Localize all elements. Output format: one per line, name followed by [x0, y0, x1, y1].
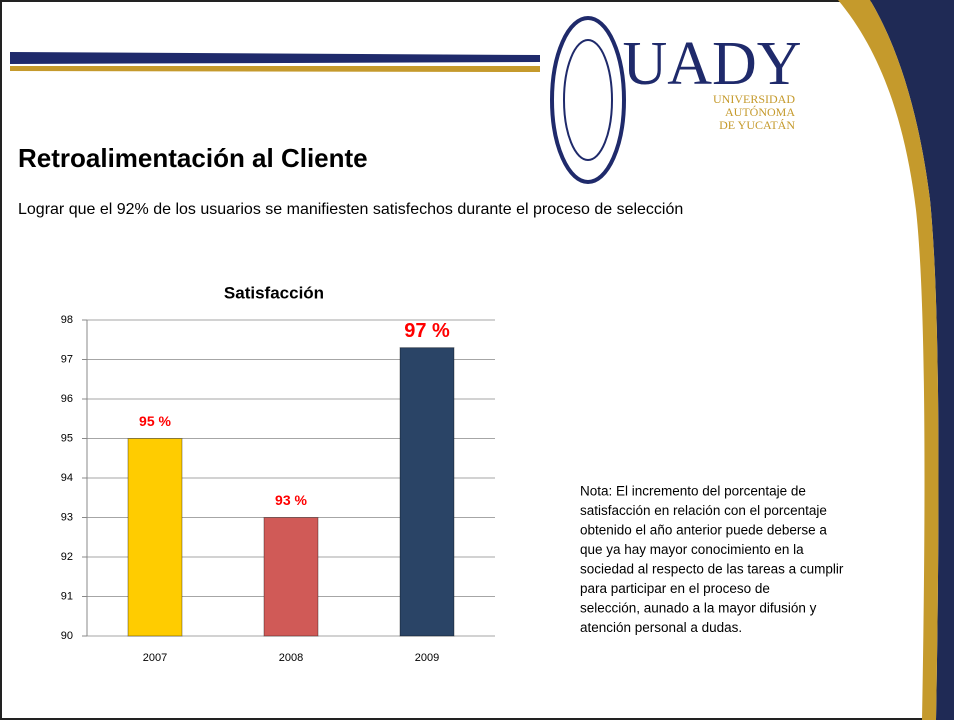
value-label: 97 % [404, 320, 450, 342]
y-tick-label: 97 [61, 353, 73, 365]
y-tick-label: 96 [61, 393, 73, 405]
y-tick-label: 92 [61, 551, 73, 563]
note-line: que ya hay mayor conocimiento en la [580, 542, 804, 557]
x-tick-label: 2007 [143, 652, 167, 664]
y-tick-label: 91 [61, 590, 73, 602]
slide-title: Retroalimentación al Cliente [18, 143, 368, 173]
bar [128, 439, 182, 637]
value-label: 93 % [275, 492, 307, 508]
x-tick-label: 2009 [415, 652, 439, 664]
y-tick-label: 93 [61, 511, 73, 523]
value-label: 95 % [139, 413, 171, 429]
y-tick-label: 90 [61, 630, 73, 642]
note-line: para participar en el proceso de [580, 581, 770, 596]
bar [264, 518, 318, 637]
note-line: satisfacción en relación con el porcenta… [580, 503, 827, 518]
y-tick-label: 98 [61, 314, 73, 326]
logo-subtitle: AUTÓNOMA [725, 105, 795, 119]
logo-name: UADY [622, 30, 801, 98]
logo-subtitle: DE YUCATÁN [719, 118, 795, 132]
y-tick-label: 95 [61, 432, 73, 444]
slide-subtitle: Lograr que el 92% de los usuarios se man… [18, 201, 683, 218]
note-line: atención personal a dudas. [580, 620, 742, 635]
bar [400, 348, 454, 636]
note-line: sociedad al respecto de las tareas a cum… [580, 562, 844, 577]
decor-gold-line [10, 66, 540, 72]
x-tick-label: 2008 [279, 652, 303, 664]
note-line: Nota: El incremento del porcentaje de [580, 484, 806, 499]
logo-subtitle: UNIVERSIDAD [713, 92, 795, 106]
slide: UADY UNIVERSIDAD AUTÓNOMA DE YUCATÁN Ret… [0, 0, 954, 720]
note-line: obtenido el año anterior puede deberse a [580, 523, 827, 538]
y-tick-label: 94 [61, 472, 73, 484]
note-line: selección, aunado a la mayor difusión y [580, 601, 817, 616]
chart-title: Satisfacción [224, 283, 324, 302]
